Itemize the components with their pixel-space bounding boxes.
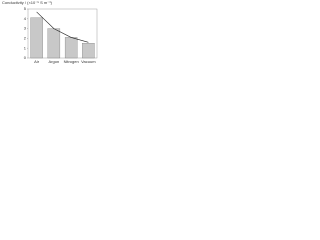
x-tick-label: Air [34,59,40,64]
x-tick-label: Nitrogen [64,59,79,64]
bar [82,43,95,59]
y-tick-label: 3 [24,26,27,31]
y-tick-label: 2 [24,35,27,40]
y-tick-label: 1 [24,45,27,50]
trend-line [36,11,89,43]
chart: Conductivity / (×10⁻⁵ S m⁻¹) 0 1 2 3 4 5 Air Ar… [2,0,98,64]
y-tick-label: 4 [24,16,27,21]
bar [64,37,78,59]
bar [47,28,61,59]
y-tick-label: 0 [24,55,27,60]
x-tick-label: Vacuum [81,59,96,64]
y-axis-label: Conductivity / (×10⁻⁵ S m⁻¹) [2,0,53,5]
plot-frame [27,8,98,59]
y-tick-label: 5 [24,6,27,11]
x-tick-label: Argon [49,59,60,64]
bar [30,17,43,59]
